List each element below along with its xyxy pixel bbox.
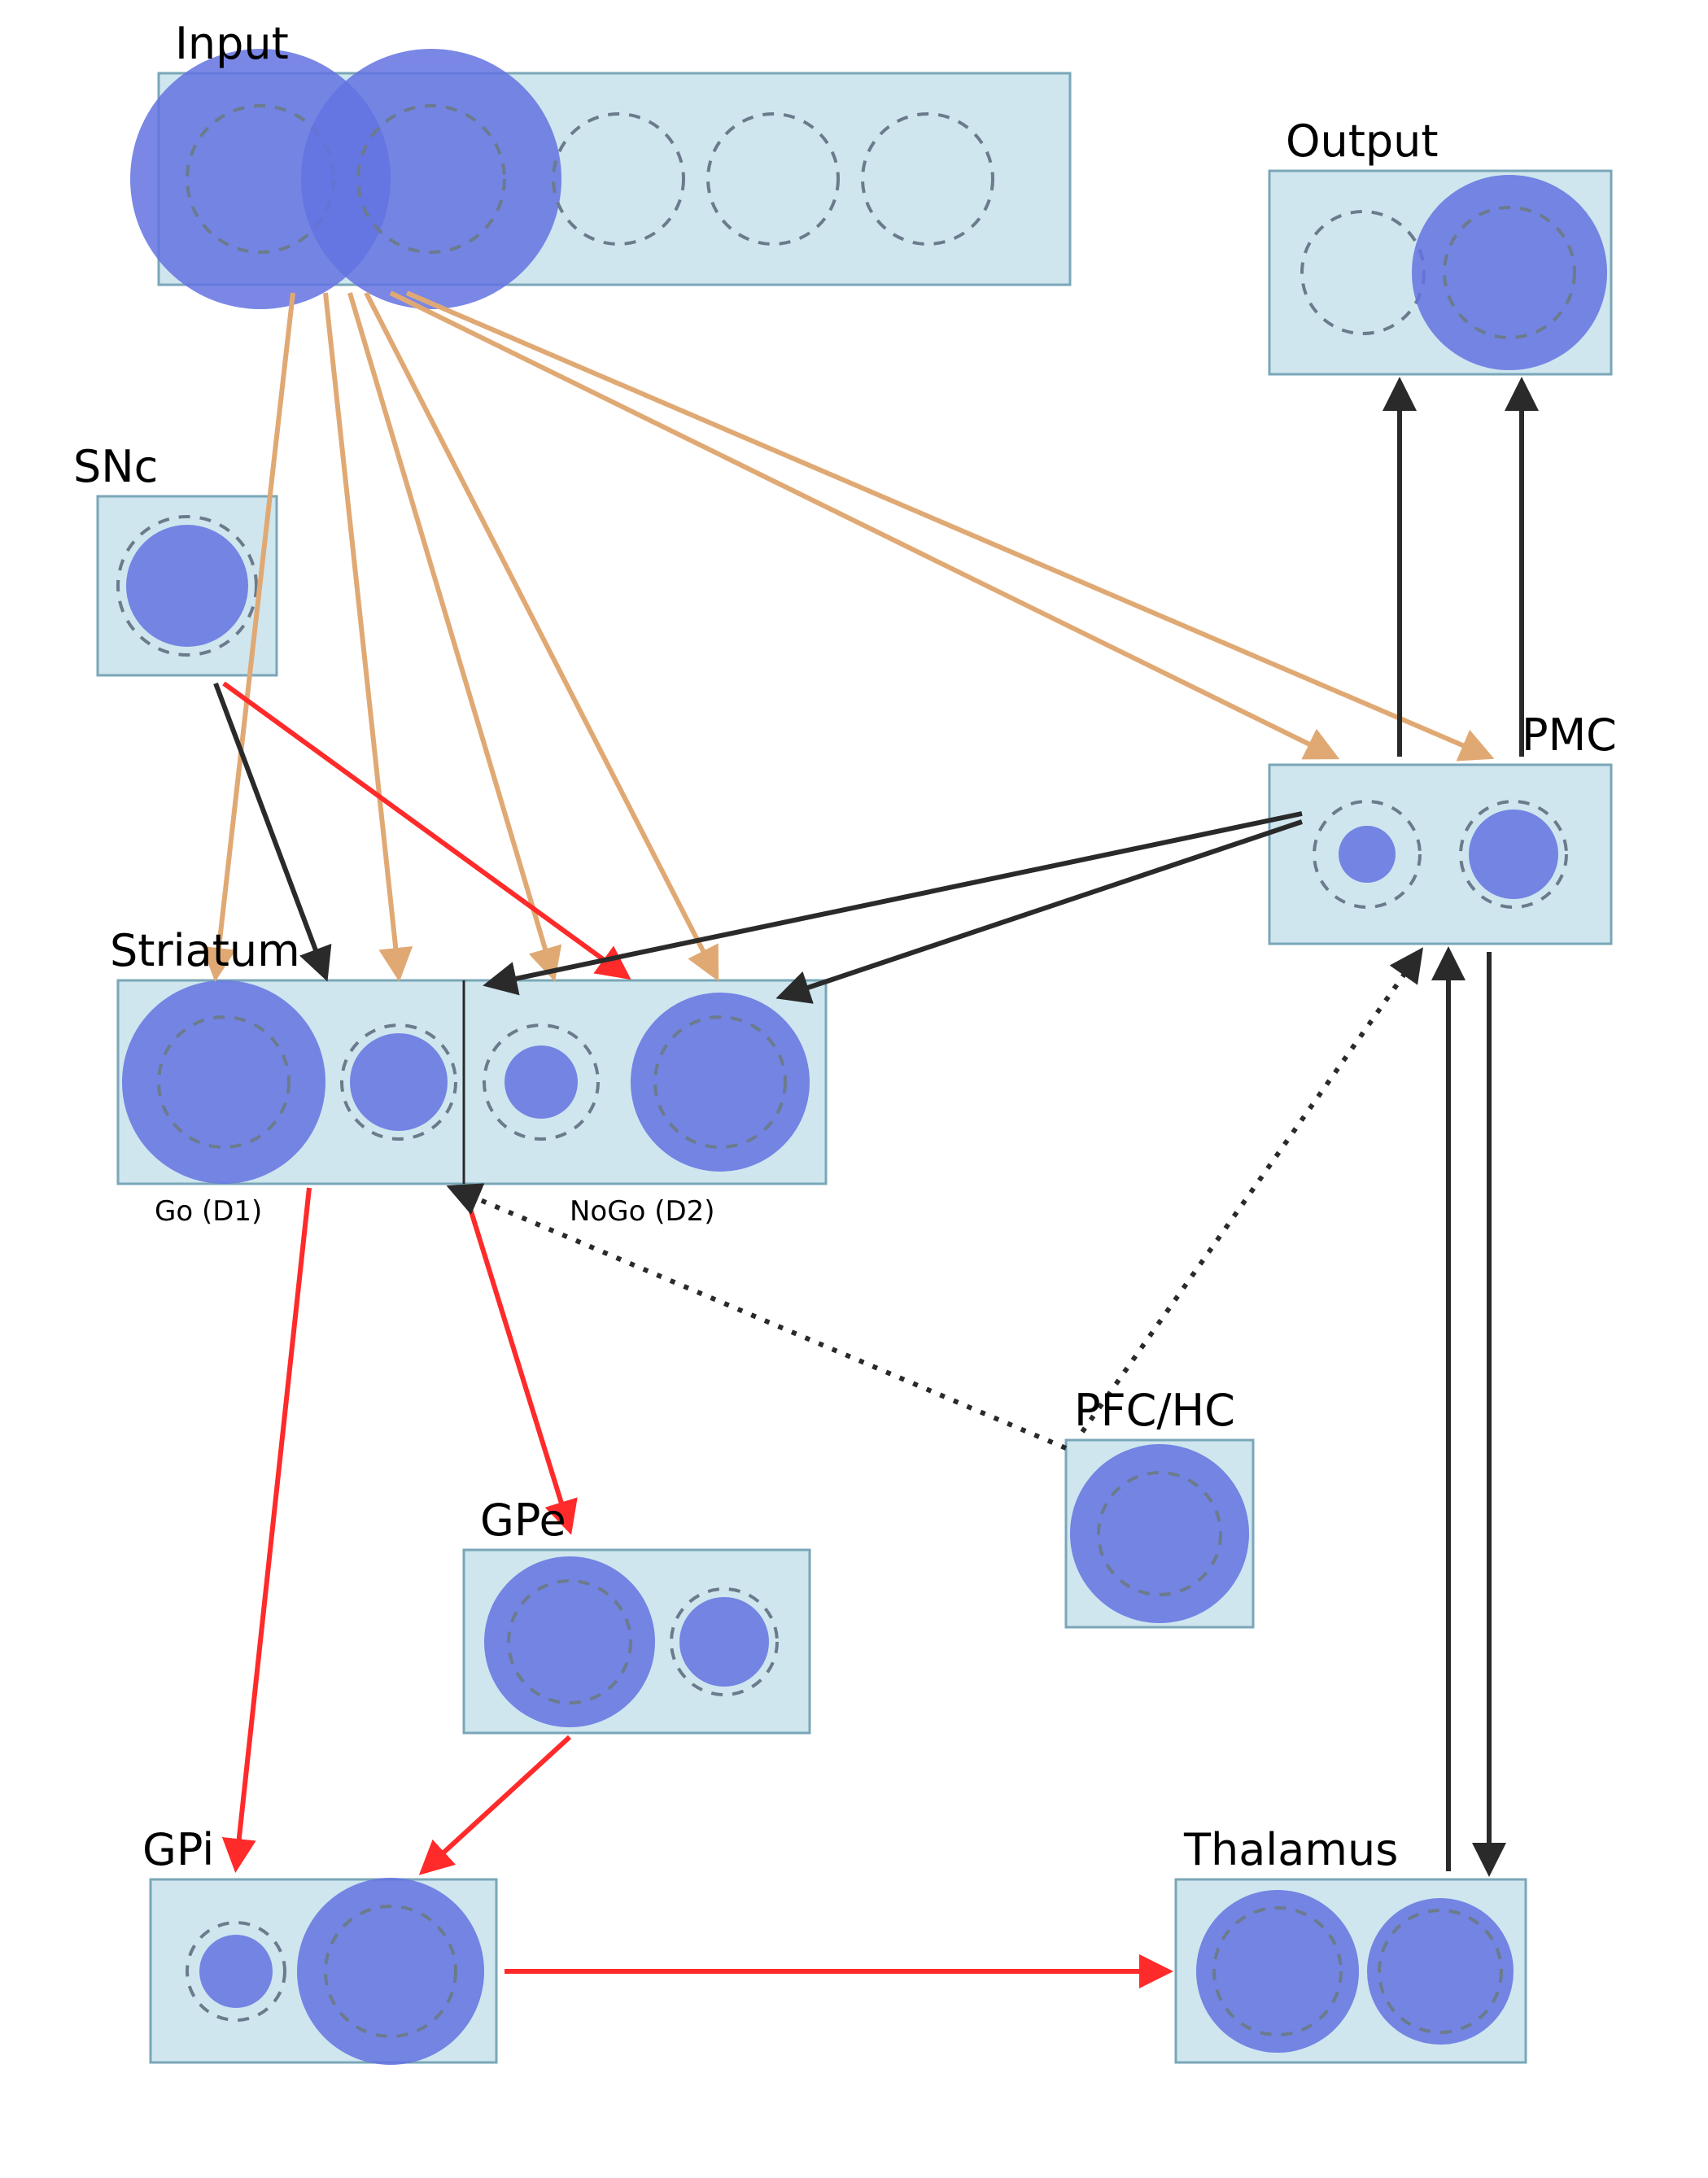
pmc-node-1-fill (1469, 810, 1558, 899)
thalamus-label: Thalamus (1183, 1824, 1398, 1875)
sublabel-nogo: NoGo (D2) (570, 1195, 715, 1228)
snc-node-0-fill (126, 525, 248, 647)
snc-label: SNc (73, 441, 158, 492)
input-node-1-fill (301, 49, 561, 309)
arrow-1 (325, 293, 399, 976)
thalamus-node-1-fill (1367, 1898, 1514, 2045)
arrow-3 (366, 293, 716, 976)
striatum-label: Striatum (110, 925, 300, 976)
arrow-19 (1082, 952, 1420, 1432)
sublabel-go: Go (D1) (155, 1195, 262, 1228)
neural-diagram: Input Output SNc PMC Striatum PFC/HC GPe GPi Tha… (0, 0, 1708, 2178)
pmc-box (1269, 765, 1611, 944)
output-label: Output (1286, 116, 1439, 167)
arrow-13 (464, 1188, 570, 1530)
striatum-node-2-fill (505, 1045, 578, 1119)
pfchc-label: PFC/HC (1074, 1385, 1235, 1436)
thalamus-node-0-fill (1196, 1890, 1359, 2053)
gpi-label: GPi (142, 1824, 214, 1875)
input-label: Input (175, 18, 289, 69)
gpe-label: GPe (480, 1495, 566, 1546)
arrow-12 (236, 1188, 309, 1867)
arrow-18 (452, 1188, 1066, 1448)
arrow-2 (350, 293, 553, 976)
arrow-4 (391, 293, 1335, 757)
pmc-label: PMC (1522, 709, 1617, 761)
gpi-node-0-fill (199, 1935, 273, 2008)
pmc-node-0-fill (1339, 826, 1396, 883)
striatum-node-0-fill (122, 980, 325, 1184)
striatum-node-1-fill (350, 1033, 448, 1131)
striatum-node-3-fill (631, 993, 810, 1172)
gpe-node-1-fill (679, 1597, 769, 1687)
output-node-1-fill (1412, 175, 1607, 370)
arrow-14 (423, 1737, 570, 1871)
arrow-9 (781, 822, 1302, 997)
